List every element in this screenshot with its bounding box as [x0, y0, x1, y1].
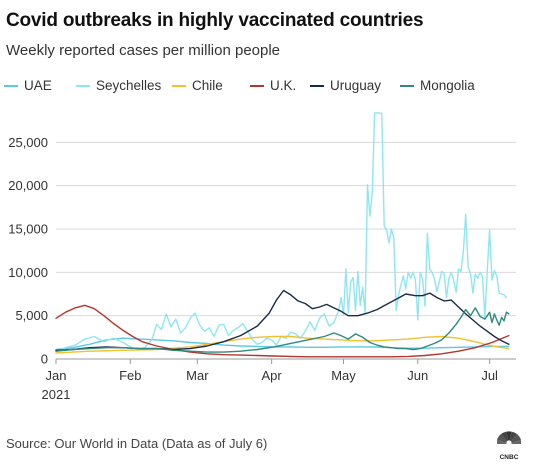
- x-tick-label: Mar: [186, 368, 209, 383]
- y-tick-label: 25,000: [8, 135, 48, 150]
- footer: Source: Our World in Data (Data as of Ju…: [0, 420, 543, 467]
- x-tick-label: Jan: [46, 368, 67, 383]
- legend-label: U.K.: [270, 78, 297, 93]
- y-tick-label: 15,000: [8, 222, 48, 237]
- legend-swatch: [172, 84, 186, 87]
- grid-lines: [56, 141, 516, 317]
- legend-swatch: [310, 84, 324, 87]
- x-tick-label: May: [331, 368, 356, 383]
- series-line-seychelles: [55, 112, 508, 352]
- series-line-u-k: [55, 304, 510, 358]
- series-line-uae: [55, 337, 510, 351]
- legend-swatch: [4, 84, 18, 87]
- y-tick-label: 20,000: [8, 178, 48, 193]
- x-tick-label: Jul: [481, 368, 498, 383]
- y-tick-label: 5,000: [15, 308, 48, 323]
- chart-subtitle: Weekly reported cases per million people: [6, 42, 281, 59]
- x-tick-label: Apr: [262, 368, 283, 383]
- legend-swatch: [76, 84, 90, 87]
- series-line-uruguay: [55, 289, 510, 351]
- legend-item-mongolia: Mongolia: [400, 78, 475, 93]
- cnbc-peacock-logo: CNBC: [497, 431, 521, 461]
- x-axis-ticks: Jan Feb Mar Apr May Jun Jul 2021: [42, 359, 498, 402]
- chart-title: Covid outbreaks in highly vaccinated cou…: [6, 10, 424, 31]
- legend-item-uae: UAE: [4, 78, 52, 93]
- series-line-mongolia: [55, 307, 510, 353]
- x-tick-label: Jun: [407, 368, 428, 383]
- legend-item-u-k: U.K.: [250, 78, 296, 93]
- legend-label: Mongolia: [420, 78, 475, 93]
- legend-item-uruguay: Uruguay: [310, 78, 381, 93]
- chart-legend: UAE Seychelles Chile U.K. Uruguay Mongolia: [4, 78, 539, 96]
- y-axis-ticks: 0 5,000 10,000 15,000 20,000 25,000: [8, 135, 48, 367]
- legend-item-seychelles: Seychelles: [76, 78, 161, 93]
- legend-label: UAE: [24, 78, 52, 93]
- y-tick-label: 10,000: [8, 265, 48, 280]
- legend-swatch: [400, 84, 414, 87]
- legend-item-chile: Chile: [172, 78, 223, 93]
- line-chart: 0 5,000 10,000 15,000 20,000 25,000 Jan Feb Mar…: [8, 112, 516, 402]
- x-tick-label: Feb: [119, 368, 141, 383]
- series-lines: [55, 112, 510, 358]
- legend-swatch: [250, 84, 264, 87]
- logo-wordmark: CNBC: [500, 454, 519, 461]
- x-axis-year-label: 2021: [42, 387, 71, 402]
- legend-label: Seychelles: [96, 78, 162, 93]
- y-tick-label: 0: [41, 352, 48, 367]
- legend-label: Chile: [192, 78, 223, 93]
- source-note: Source: Our World in Data (Data as of Ju…: [6, 436, 268, 451]
- legend-label: Uruguay: [330, 78, 382, 93]
